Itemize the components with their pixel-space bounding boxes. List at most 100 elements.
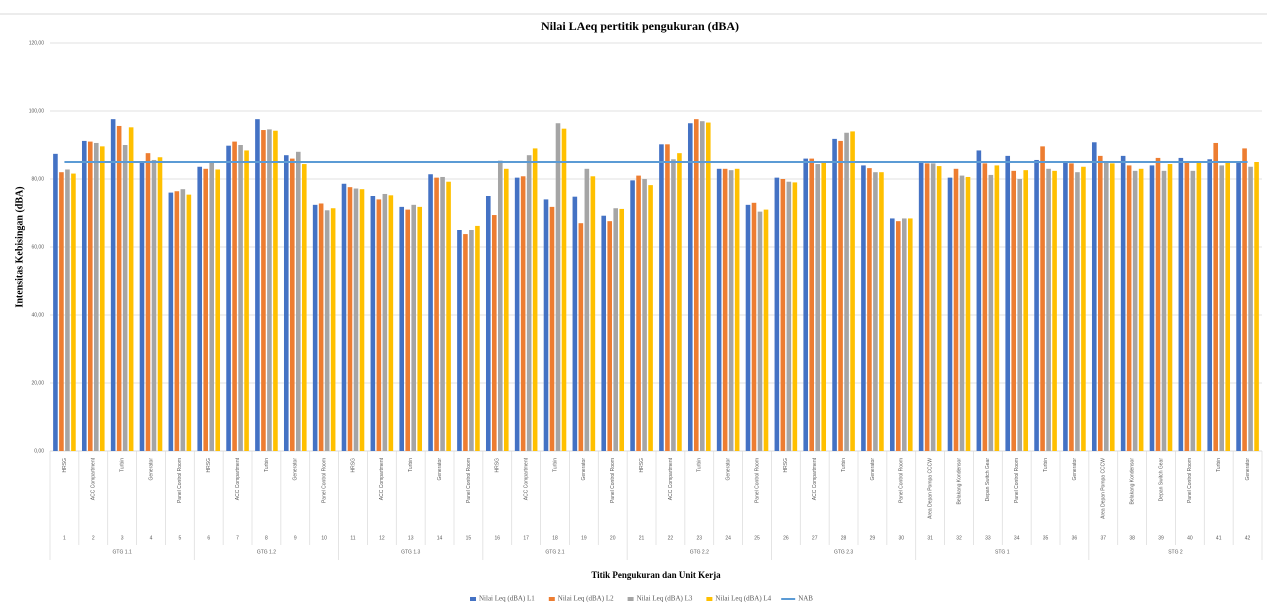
bar xyxy=(353,188,359,451)
bar xyxy=(543,199,549,451)
bar xyxy=(1225,162,1231,451)
category-label: HRSG xyxy=(350,458,356,473)
bar xyxy=(780,179,786,451)
bar xyxy=(832,138,837,451)
group-label: STG 1 xyxy=(995,549,1010,555)
category-number: 12 xyxy=(379,535,385,541)
bar xyxy=(907,218,913,451)
bar xyxy=(1052,170,1057,451)
bar xyxy=(965,176,971,451)
category-number: 21 xyxy=(639,535,645,541)
bar xyxy=(648,185,653,451)
bar xyxy=(255,119,260,451)
bar xyxy=(168,192,174,451)
category-number: 25 xyxy=(754,535,760,541)
category-number: 5 xyxy=(178,535,181,541)
bar xyxy=(1109,163,1115,452)
legend-swatch xyxy=(548,597,555,601)
category-number: 16 xyxy=(495,535,501,541)
bar xyxy=(1138,168,1144,452)
bar xyxy=(1196,162,1202,451)
bar xyxy=(745,204,751,451)
bar xyxy=(446,181,451,451)
bar xyxy=(532,148,538,451)
bar xyxy=(514,177,520,451)
bar xyxy=(763,209,769,451)
category-label: Area Depan Pompa CCCW xyxy=(1101,458,1107,519)
bar xyxy=(1046,168,1051,452)
bar xyxy=(924,163,930,452)
bar xyxy=(301,164,307,452)
bar xyxy=(844,132,849,451)
bar xyxy=(318,203,324,451)
bar xyxy=(665,144,670,451)
bar xyxy=(157,157,163,452)
bar xyxy=(399,206,405,451)
bar xyxy=(572,196,578,451)
bar xyxy=(1207,159,1213,451)
bar xyxy=(215,169,221,452)
y-tick-label: 100,00 xyxy=(29,108,45,114)
bar xyxy=(757,211,763,451)
bar xyxy=(411,204,417,451)
category-label: Turbin xyxy=(1043,458,1049,472)
bar xyxy=(1017,179,1023,451)
bar xyxy=(417,206,423,451)
bar xyxy=(261,130,266,452)
legend-label: Nilai Leq (dBA) L1 xyxy=(479,595,535,603)
bar xyxy=(1190,170,1196,451)
bar xyxy=(809,158,815,451)
category-label: Panel Control Room xyxy=(1187,458,1193,503)
bar xyxy=(330,208,336,451)
y-tick-label: 40,00 xyxy=(31,312,44,318)
category-number: 1 xyxy=(63,535,66,541)
bar xyxy=(128,127,134,451)
bar xyxy=(283,155,289,451)
category-label: Panel Control Room xyxy=(1014,458,1020,503)
category-number: 17 xyxy=(523,535,529,541)
bar xyxy=(607,221,613,451)
category-number: 29 xyxy=(870,535,876,541)
bar xyxy=(99,146,105,452)
category-number: 28 xyxy=(841,535,847,541)
bar xyxy=(1069,163,1074,452)
category-number: 13 xyxy=(408,535,414,541)
bar xyxy=(1242,148,1247,451)
bar xyxy=(93,142,99,451)
category-number: 37 xyxy=(1101,535,1107,541)
bar xyxy=(601,215,607,451)
category-number: 7 xyxy=(236,535,239,541)
category-number: 3 xyxy=(121,535,124,541)
category-label: ACC Compartment xyxy=(812,457,818,500)
bar xyxy=(734,168,740,452)
category-label: Turbin xyxy=(264,458,270,472)
category-number: 22 xyxy=(668,535,674,541)
chart-title: Nilai LAeq pertitik pengukuran (dBA) xyxy=(541,19,739,33)
legend-swatch xyxy=(706,597,713,601)
bar xyxy=(209,162,215,451)
bar xyxy=(1120,155,1126,451)
bar xyxy=(988,174,994,452)
bar xyxy=(867,168,872,451)
bar xyxy=(428,174,433,452)
category-label: HRSG xyxy=(639,458,645,473)
category-label: Generator xyxy=(293,458,299,481)
group-label: STG 2 xyxy=(1168,549,1183,555)
bar xyxy=(434,177,439,451)
bar xyxy=(861,165,866,451)
category-number: 4 xyxy=(150,535,153,541)
bar xyxy=(722,168,728,452)
bar xyxy=(53,153,58,451)
bar xyxy=(751,202,757,451)
category-label: ACC Compartment xyxy=(523,457,529,500)
category-label: Panel Control Room xyxy=(321,458,327,503)
category-number: 19 xyxy=(581,535,587,541)
bar xyxy=(953,168,959,452)
category-number: 8 xyxy=(265,535,268,541)
legend-label: Nilai Leq (dBA) L4 xyxy=(715,595,771,603)
bar xyxy=(918,162,924,451)
category-label: Panel Control Room xyxy=(610,458,616,503)
y-tick-label: 0,00 xyxy=(34,448,44,454)
bar xyxy=(976,150,982,451)
